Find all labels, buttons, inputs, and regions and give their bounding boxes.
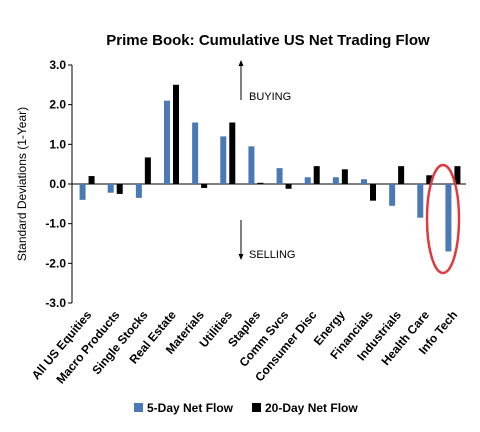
buying-annotation: BUYING (238, 60, 291, 103)
legend-swatch-20day (252, 403, 261, 412)
highlight-ellipse (425, 163, 461, 275)
y-tick-labels: 3.0 2.0 1.0 0.0 -1.0 -2.0 -3.0 (45, 58, 66, 310)
bar-5day (332, 177, 339, 184)
bars (79, 84, 461, 252)
y-axis-label: Standard Deviations (1-Year) (15, 107, 29, 261)
selling-annotation: SELLING (238, 220, 295, 261)
selling-label: SELLING (249, 249, 295, 261)
buying-arrow-head (238, 60, 244, 66)
legend: 5-Day Net Flow 20-Day Net Flow (134, 401, 358, 415)
y-tick-label: 3.0 (49, 58, 66, 72)
buying-label: BUYING (249, 91, 291, 103)
bar-5day (220, 136, 227, 184)
bar-5day (389, 184, 396, 206)
y-tick-marks (68, 64, 72, 304)
bar-5day (107, 184, 114, 193)
y-tick-label: 0.0 (49, 177, 66, 191)
chart-title: Prime Book: Cumulative US Net Trading Fl… (106, 32, 430, 49)
bar-5day (79, 184, 86, 200)
bar-5day (135, 184, 142, 198)
bar-20day (454, 166, 461, 184)
bar-20day (257, 182, 264, 184)
bar-20day (370, 184, 376, 201)
bar-5day (164, 100, 170, 184)
legend-label-5day: 5-Day Net Flow (147, 401, 234, 415)
legend-swatch-5day (134, 403, 143, 412)
bar-20day (341, 169, 348, 184)
bar-20day (398, 166, 405, 184)
bar-5day (276, 168, 283, 184)
bar-5day (445, 184, 452, 252)
y-tick-label: -2.0 (45, 256, 66, 270)
selling-arrow-head (238, 254, 244, 260)
bar-20day (201, 184, 208, 188)
y-tick-label: -1.0 (45, 217, 66, 231)
y-tick-label: 1.0 (49, 137, 66, 151)
bar-20day (313, 166, 320, 184)
bar-5day (248, 146, 255, 184)
bar-20day (116, 184, 123, 194)
bar-5day (192, 122, 199, 184)
bar-5day (417, 184, 424, 218)
y-tick-label: -3.0 (45, 296, 66, 310)
bar-20day (426, 175, 433, 184)
bar-20day (285, 184, 292, 189)
bar-20day (229, 122, 236, 184)
bar-20day (173, 84, 179, 184)
bar-5day (361, 179, 367, 184)
y-tick-label: 2.0 (49, 98, 66, 112)
bar-20day (144, 157, 151, 184)
legend-label-20day: 20-Day Net Flow (265, 401, 358, 415)
bar-5day (304, 177, 311, 184)
bar-20day (88, 176, 95, 184)
